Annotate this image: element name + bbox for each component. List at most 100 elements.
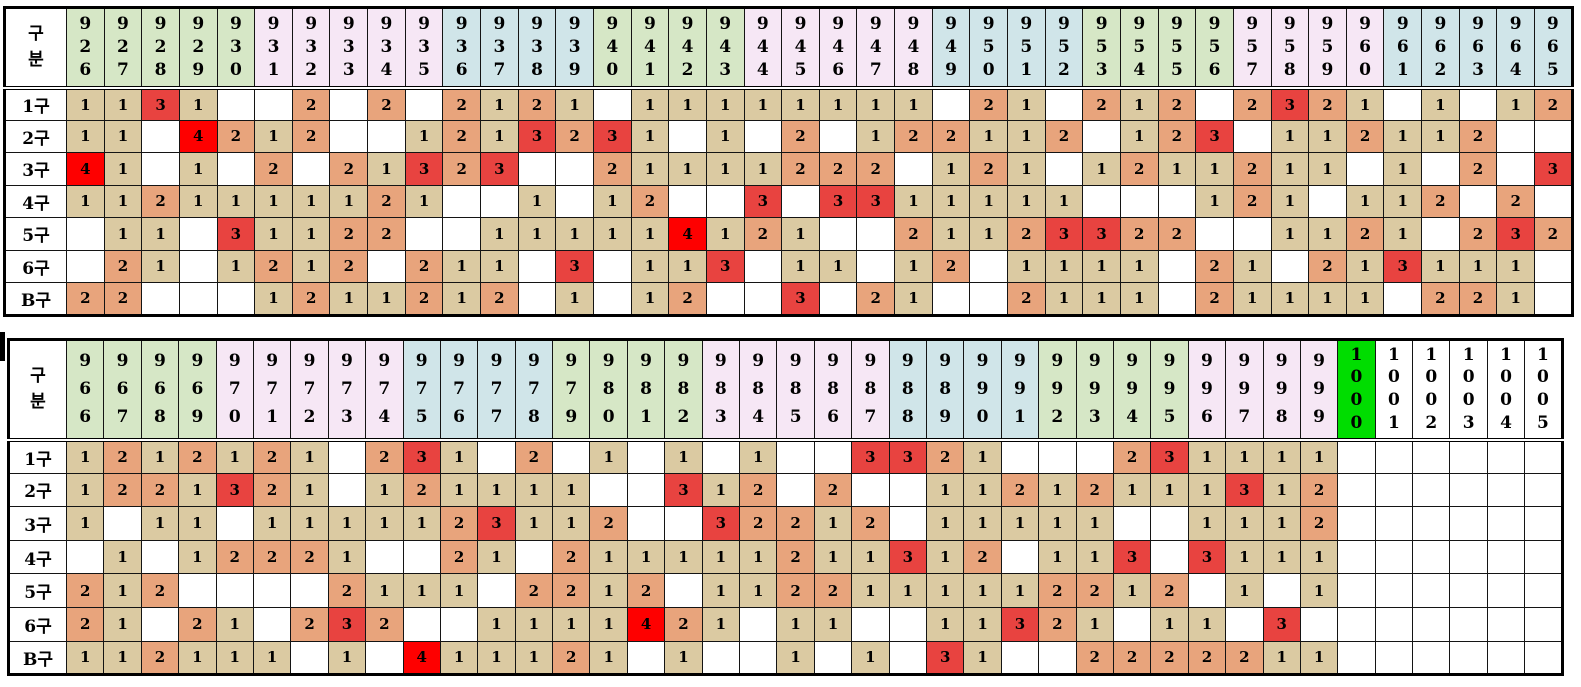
count-cell: 1: [1421, 119, 1460, 153]
count-cell: 1: [630, 119, 670, 153]
count-cell: [743, 282, 783, 316]
count-cell: 1: [439, 472, 479, 508]
count-cell: [402, 606, 441, 642]
count-cell: 1: [290, 472, 329, 508]
count-cell: 3: [592, 119, 632, 153]
count-cell: 1: [925, 506, 965, 541]
table-row: 6구 2 1 1 2 1 2 2 1 1 3 1 1 3 1 1 1 2 1 1 1 1 2 1 2 1 3 1 1 1: [4, 249, 1573, 283]
count-cell: [888, 606, 927, 642]
count-cell: [1044, 152, 1084, 186]
count-cell: 2: [630, 184, 670, 218]
count-cell: [1337, 573, 1376, 608]
row-label: 1구: [4, 87, 67, 121]
count-cell: 1: [215, 640, 254, 676]
count-cell: [818, 282, 858, 316]
count-cell: 2: [664, 606, 703, 642]
count-cell: [1150, 539, 1189, 575]
count-cell: 2: [327, 573, 367, 608]
count-cell: 1: [1082, 282, 1121, 316]
count-cell: [215, 573, 254, 608]
count-cell: 2: [1496, 184, 1535, 218]
count-cell: 2: [1533, 87, 1573, 121]
count-cell: 1: [555, 282, 594, 316]
stray-border-mark: [0, 332, 5, 361]
count-cell: [514, 539, 554, 575]
count-cell: [1374, 506, 1414, 541]
count-cell: 1: [1044, 184, 1084, 218]
count-cell: [1524, 439, 1563, 474]
count-cell: [1075, 439, 1114, 474]
count-cell: [1374, 539, 1414, 575]
count-cell: [1374, 640, 1414, 676]
count-cell: [1486, 539, 1526, 575]
count-cell: [1195, 217, 1234, 251]
count-cell: 2: [442, 152, 482, 186]
count-cell: 1: [851, 539, 890, 575]
count-cell: [1157, 282, 1197, 316]
count-cell: 1: [442, 249, 482, 283]
count-cell: 1: [254, 217, 293, 251]
count-cell: [743, 119, 783, 153]
count-cell: 1: [813, 539, 853, 575]
count-cell: 1: [894, 87, 933, 121]
count-cell: [141, 119, 180, 153]
table-row: 2구 1 1 4 2 1 2 1 2 1 3 2 3 1 1 2 1 2 2 1 1 2 1 2 3 1 1 2 1 1 2: [4, 119, 1573, 153]
count-cell: [931, 87, 971, 121]
count-cell: 1: [291, 217, 331, 251]
count-cell: 1: [327, 506, 367, 541]
count-cell: 1: [1383, 184, 1423, 218]
count-cell: 1: [963, 439, 1002, 474]
count-cell: [254, 87, 293, 121]
count-cell: 1: [103, 152, 143, 186]
count-cell: 3: [141, 87, 180, 121]
count-cell: 2: [404, 282, 444, 316]
count-cell: [1449, 506, 1488, 541]
count-cell: [1157, 184, 1197, 218]
count-cell: [894, 152, 933, 186]
count-cell: 1: [1044, 282, 1084, 316]
count-cell: [1232, 119, 1272, 153]
count-cell: [1082, 119, 1121, 153]
count-cell: 2: [252, 472, 292, 508]
count-cell: 1: [1270, 119, 1310, 153]
count-cell: 2: [969, 152, 1009, 186]
count-cell: [1038, 640, 1077, 676]
count-cell: 3: [925, 640, 965, 676]
count-cell: 1: [402, 506, 441, 541]
count-cell: 1: [1383, 119, 1423, 153]
count-cell: 1: [514, 472, 554, 508]
count-cell: 1: [1299, 439, 1339, 474]
count-cell: 1: [1308, 282, 1347, 316]
count-cell: [664, 506, 703, 541]
count-cell: 1: [1262, 539, 1301, 575]
count-cell: 2: [1345, 119, 1385, 153]
count-cell: 3: [781, 282, 820, 316]
count-cell: 1: [664, 640, 703, 676]
table-row: 3구 1 1 1 1 1 1 1 1 2 3 1 1 2 3 2 2 1 2 1 1 1 1 1 1 1 1 2: [8, 506, 1563, 541]
count-cell: [216, 87, 256, 121]
count-cell: 2: [1308, 249, 1347, 283]
count-cell: [1458, 87, 1498, 121]
count-cell: 2: [290, 539, 329, 575]
count-cell: 1: [178, 640, 217, 676]
count-cell: 3: [215, 472, 254, 508]
count-cell: 1: [664, 539, 703, 575]
count-cell: [1524, 506, 1563, 541]
count-cell: [1038, 439, 1077, 474]
count-cell: 2: [514, 573, 554, 608]
count-cell: 1: [178, 539, 217, 575]
